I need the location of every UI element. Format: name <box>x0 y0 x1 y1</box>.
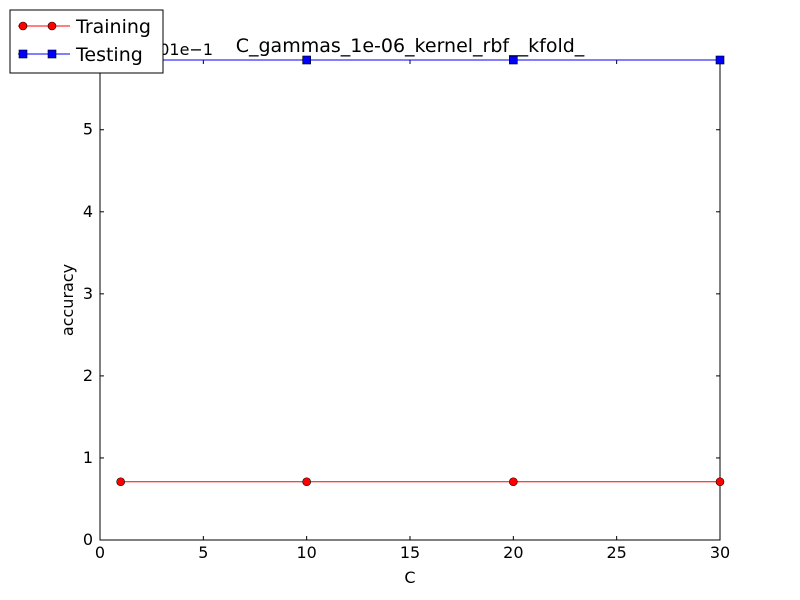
legend-training-marker <box>18 21 28 31</box>
axis-ticks: 0 5 10 15 20 25 30 0 1 2 3 4 5 <box>83 60 730 562</box>
legend-testing-label: Testing <box>75 44 143 66</box>
series-layer <box>116 55 725 487</box>
chart-title: C_gammas_1e-06_kernel_rbf__kfold_ <box>236 35 585 57</box>
x-tick-label: 10 <box>296 543 316 562</box>
y-tick-label: 5 <box>83 120 93 139</box>
legend-training-label: Training <box>75 16 151 38</box>
legend-training-marker <box>47 21 57 31</box>
x-tick-label: 0 <box>95 543 105 562</box>
legend: Training Testing <box>9 9 164 74</box>
training-point <box>715 477 725 487</box>
y-tick-label: 1 <box>83 448 93 467</box>
x-axis-label: C <box>404 568 415 587</box>
x-tick-label: 25 <box>606 543 626 562</box>
testing-point <box>302 55 311 65</box>
y-tick-label: 3 <box>83 284 93 303</box>
legend-box <box>9 9 164 74</box>
x-tick-label: 30 <box>710 543 730 562</box>
testing-point <box>509 55 518 65</box>
y-tick-label: 4 <box>83 202 93 221</box>
testing-point <box>715 55 725 65</box>
y-axis-label: accuracy <box>58 264 77 336</box>
plot-area <box>99 59 721 541</box>
x-tick-label: 5 <box>198 543 208 562</box>
legend-testing-marker <box>47 49 57 59</box>
x-tick-label: 20 <box>503 543 523 562</box>
training-point <box>116 477 125 487</box>
x-tick-label: 15 <box>400 543 420 562</box>
y-tick-label: 0 <box>83 530 93 549</box>
y-tick-label: 2 <box>83 366 93 385</box>
training-point <box>302 477 311 487</box>
training-point <box>509 477 518 487</box>
legend-testing-marker <box>18 49 28 59</box>
